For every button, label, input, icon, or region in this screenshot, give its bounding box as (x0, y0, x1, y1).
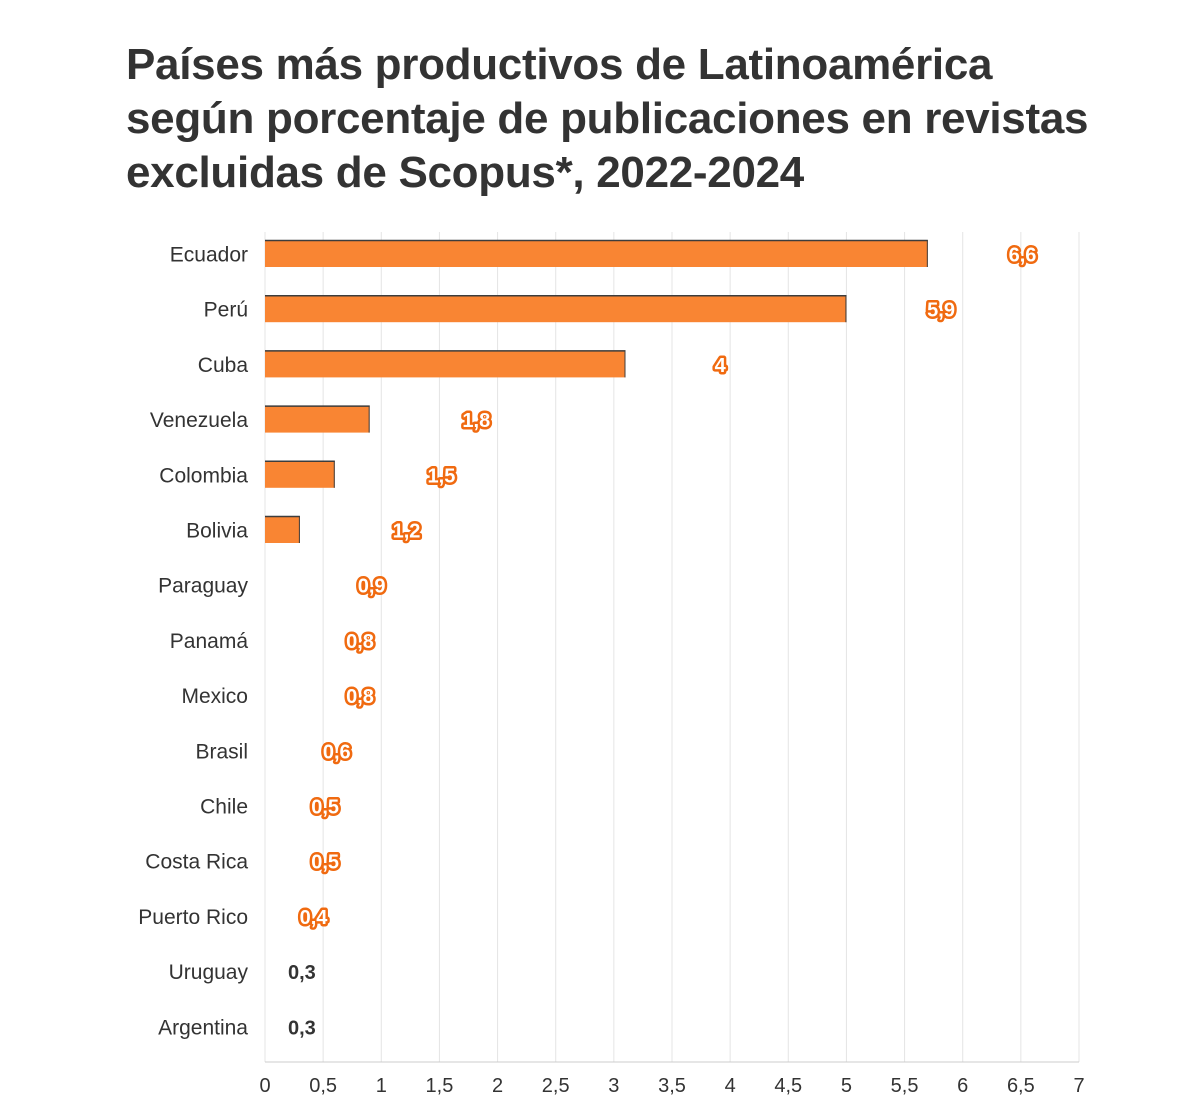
x-tick-label: 6 (957, 1075, 968, 1097)
value-label: 1,2 (393, 521, 421, 543)
category-label: Paraguay (158, 575, 248, 598)
x-tick-label: 3,5 (658, 1075, 686, 1097)
x-tick-label: 3 (608, 1075, 619, 1097)
bar (265, 405, 370, 433)
value-label: 0,5 (311, 797, 339, 819)
x-tick-label: 0 (259, 1075, 270, 1097)
value-label: 4 (715, 355, 727, 377)
x-tick-label: 6,5 (1007, 1075, 1035, 1097)
value-label: 0,8 (346, 686, 374, 708)
value-label: 0,3 (288, 962, 316, 984)
value-labels: 6,6 5,9 4 1,8 1,5 1,2 0,9 0,8 0,8 0,6 0,5 0,5 0,4 0,3… (288, 242, 1039, 1039)
value-label: 1,8 (462, 410, 490, 432)
value-label: 6,6 (1009, 245, 1037, 267)
category-label: Puerto Rico (138, 906, 248, 929)
category-label: Argentina (158, 1016, 248, 1039)
category-label: Perú (204, 299, 248, 322)
value-label: 5,9 (927, 300, 955, 322)
x-tick-label: 5,5 (891, 1075, 919, 1097)
value-label: 0,4 (300, 907, 329, 929)
bar (265, 460, 335, 488)
category-label: Cuba (198, 354, 249, 377)
x-tick-label: 4,5 (774, 1075, 802, 1097)
value-label: 0,9 (358, 576, 386, 598)
x-tick-label: 2,5 (542, 1075, 570, 1097)
category-label: Mexico (181, 685, 248, 708)
x-tick-label: 1 (376, 1075, 387, 1097)
x-tick-label: 0,5 (309, 1075, 337, 1097)
value-label: 0,3 (288, 1017, 316, 1039)
x-tick-label: 2 (492, 1075, 503, 1097)
x-axis-tick-labels: 0 0,5 1 1,5 2 2,5 3 3,5 4 4,5 5 5,5 6 6,5 7 (259, 1075, 1084, 1097)
value-label: 0,8 (346, 631, 374, 653)
category-label: Colombia (159, 464, 248, 487)
value-label: 0,5 (311, 852, 339, 874)
x-tick-label: 7 (1073, 1075, 1084, 1097)
x-tick-label: 4 (725, 1075, 736, 1097)
category-label: Costa Rica (145, 851, 248, 874)
bar (265, 240, 928, 267)
bar (265, 516, 300, 543)
category-label: Brasil (195, 740, 248, 763)
x-tick-label: 5 (841, 1075, 852, 1097)
category-label: Panamá (170, 630, 249, 653)
value-label: 1,5 (428, 465, 456, 487)
chart-title: Países más productivos de Latinoamérica … (126, 40, 1089, 197)
bar (265, 295, 847, 323)
category-label: Bolivia (186, 520, 248, 543)
bar (265, 350, 626, 378)
category-label: Ecuador (170, 244, 248, 267)
category-label: Uruguay (169, 961, 249, 984)
x-tick-label: 1,5 (426, 1075, 454, 1097)
category-labels: Ecuador Perú Cuba Venezuela Colombia Bolivia P… (138, 244, 248, 1040)
value-label: 0,6 (323, 741, 351, 763)
category-label: Venezuela (150, 409, 248, 432)
bars (265, 239, 928, 543)
category-label: Chile (200, 796, 248, 819)
